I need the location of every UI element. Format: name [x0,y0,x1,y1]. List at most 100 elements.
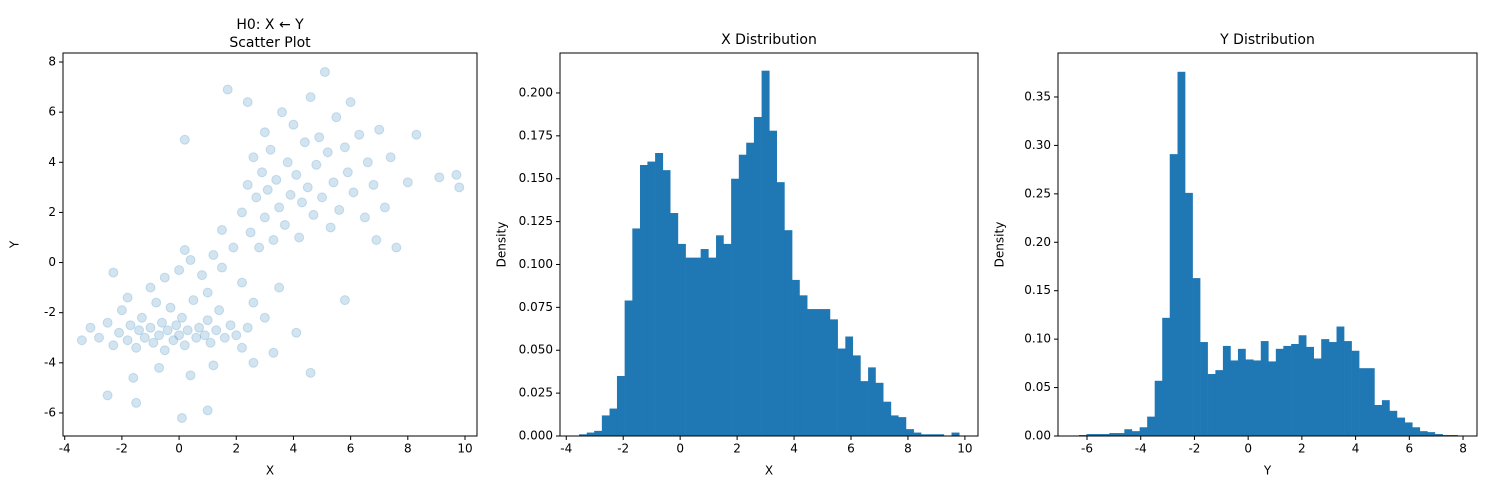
x-axis-label: X [266,464,274,478]
bar [746,142,755,436]
bar [807,309,816,436]
x-tick-label: 6 [847,442,855,456]
y-tick-label: 0.075 [519,300,553,314]
bar [928,434,937,436]
point [214,305,225,316]
point [391,242,402,253]
x-tick-label: -6 [1081,442,1093,456]
point [168,335,179,346]
bar [1147,416,1155,436]
bar [913,432,922,436]
point [256,167,267,178]
bar [1222,345,1231,436]
bar [1313,358,1322,436]
point [179,245,190,256]
bar [1336,326,1345,436]
bar [898,417,907,436]
point [165,302,176,313]
point [265,144,276,155]
bar [1154,380,1163,436]
point [319,67,330,78]
bar [1306,346,1314,436]
bar [1374,405,1383,436]
point [211,325,222,336]
point [311,159,322,170]
x-tick-label: -4 [560,442,572,456]
point [248,357,259,368]
y-tick-label: 0.25 [1024,186,1051,200]
point [271,174,282,185]
bar [1207,374,1216,436]
point [242,322,253,333]
bar [784,230,793,436]
bar [609,408,618,436]
point [179,340,190,351]
point [174,330,185,341]
bar [1389,410,1398,436]
y-tick-label: 0.025 [519,386,553,400]
bar [647,161,656,436]
point [191,332,202,343]
point [317,192,328,203]
bar [1434,434,1443,436]
bar [1404,422,1413,436]
x-tick-label: 0 [676,442,684,456]
point [282,157,293,168]
point [354,129,365,140]
point [371,234,382,245]
bar [1298,335,1307,436]
bar [1109,433,1118,436]
point [114,327,125,338]
y-tick-label: 0.150 [519,171,553,185]
point [302,182,313,193]
point [122,292,133,303]
point [359,212,370,223]
point [154,362,165,373]
y-tick-label: 0.000 [519,429,553,443]
bar [883,401,892,436]
bar [921,434,930,436]
point [454,182,465,193]
y-tick-label: 0.125 [519,214,553,228]
point [322,147,333,158]
bar [632,228,641,436]
point [131,397,142,408]
y-axis-label: Y [8,240,22,249]
y-tick-label: 0.20 [1024,235,1051,249]
point [151,297,162,308]
bar [1283,345,1292,436]
bar [601,415,610,436]
bar [875,382,884,436]
point [122,335,133,346]
bar [814,309,823,436]
bar [677,243,686,436]
bar [799,295,808,436]
point [231,330,242,341]
y-tick-label: -6 [44,405,56,419]
bar [700,249,709,436]
y-tick-label: -2 [44,305,56,319]
point [196,270,207,281]
point [202,315,213,326]
x-tick-label: 4 [790,442,798,456]
bar [1260,341,1269,436]
axes-frame [559,52,979,437]
x-tick-label: -4 [59,442,71,456]
point [156,317,167,328]
x-tick-label: 6 [347,442,355,456]
point [297,197,308,208]
bar [594,430,603,436]
point [339,142,350,153]
bar [1162,317,1171,436]
bar [1275,348,1284,436]
y-tick-label: 2 [48,205,56,219]
point [159,345,170,356]
x-tick-label: 0 [1244,442,1252,456]
point [254,242,265,253]
point [245,227,256,238]
point [262,184,273,195]
point [291,327,302,338]
y-tick-label: 0.175 [519,128,553,142]
x-tick-label: -4 [1135,442,1147,456]
point [279,219,290,230]
